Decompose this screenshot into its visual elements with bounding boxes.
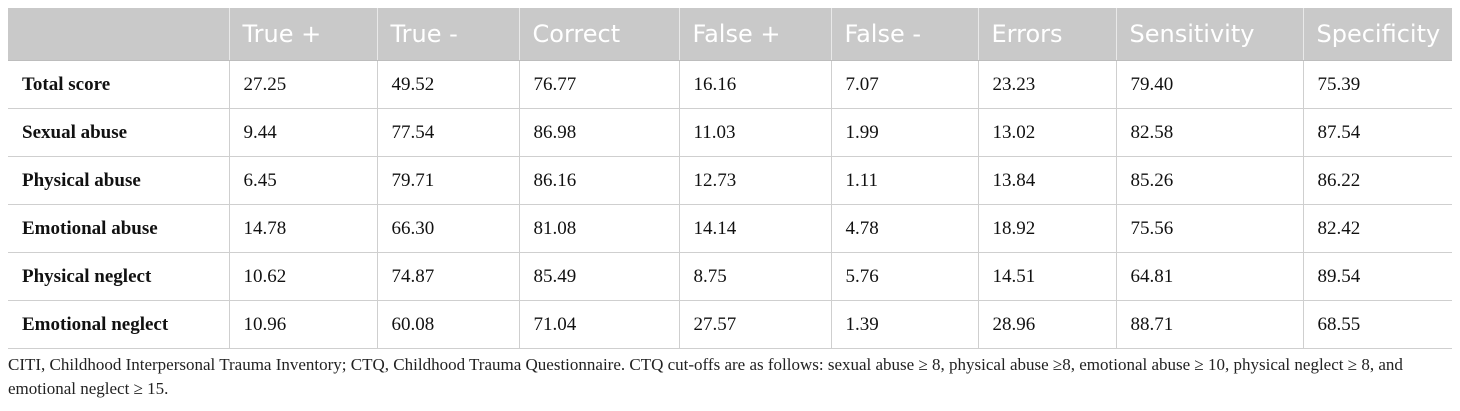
header-cell-true-negative: True -: [376, 8, 519, 61]
table-cell: 66.30: [376, 204, 519, 253]
table-footnote: CITI, Childhood Interpersonal Trauma Inv…: [8, 355, 1403, 398]
header-cell-errors: Errors: [977, 8, 1116, 61]
table-cell: 82.58: [1115, 108, 1303, 157]
table-cell: 6.45: [228, 156, 377, 205]
table-cell: 11.03: [678, 108, 831, 157]
table-cell: 16.16: [678, 60, 831, 109]
row-label: Physical neglect: [8, 252, 229, 301]
table-row: Physical abuse 6.45 79.71 86.16 12.73 1.11 13.…: [8, 156, 1452, 205]
table-container: True + True - Correct False + False - Er…: [8, 8, 1452, 401]
table-cell: 85.49: [518, 252, 679, 301]
table-cell: 64.81: [1115, 252, 1303, 301]
table-cell: 13.84: [977, 156, 1116, 205]
table-cell: 10.96: [228, 300, 377, 349]
header-row: True + True - Correct False + False - Er…: [8, 8, 1452, 61]
row-label: Physical abuse: [8, 156, 229, 205]
table-cell: 79.71: [376, 156, 519, 205]
header-cell-false-positive: False +: [678, 8, 831, 61]
table-cell: 13.02: [977, 108, 1116, 157]
table-cell: 77.54: [376, 108, 519, 157]
table-cell: 14.78: [228, 204, 377, 253]
table-cell: 89.54: [1302, 252, 1452, 301]
row-label: Sexual abuse: [8, 108, 229, 157]
table-cell: 82.42: [1302, 204, 1452, 253]
table-cell: 9.44: [228, 108, 377, 157]
table-cell: 10.62: [228, 252, 377, 301]
table-cell: 86.22: [1302, 156, 1452, 205]
header-cell-specificity: Specificity: [1302, 8, 1452, 61]
table-cell: 1.11: [830, 156, 978, 205]
header-cell-stub: [8, 8, 229, 61]
table-cell: 76.77: [518, 60, 679, 109]
table-cell: 27.25: [228, 60, 377, 109]
row-label: Emotional abuse: [8, 204, 229, 253]
table-cell: 8.75: [678, 252, 831, 301]
table-cell: 85.26: [1115, 156, 1303, 205]
table-cell: 68.55: [1302, 300, 1452, 349]
table-cell: 49.52: [376, 60, 519, 109]
table-cell: 79.40: [1115, 60, 1303, 109]
table-cell: 1.99: [830, 108, 978, 157]
table-cell: 1.39: [830, 300, 978, 349]
header-cell-correct: Correct: [518, 8, 679, 61]
table-cell: 7.07: [830, 60, 978, 109]
table-cell: 81.08: [518, 204, 679, 253]
table-cell: 75.39: [1302, 60, 1452, 109]
header-cell-false-negative: False -: [830, 8, 978, 61]
table-row: Emotional neglect 10.96 60.08 71.04 27.57 1.3…: [8, 300, 1452, 349]
table-cell: 14.51: [977, 252, 1116, 301]
header-cell-true-positive: True +: [228, 8, 377, 61]
table-cell: 18.92: [977, 204, 1116, 253]
table-row: Emotional abuse 14.78 66.30 81.08 14.14 4.78 1…: [8, 204, 1452, 253]
table-row: Sexual abuse 9.44 77.54 86.98 11.03 1.99 13.02…: [8, 108, 1452, 157]
table-cell: 71.04: [518, 300, 679, 349]
row-label: Total score: [8, 60, 229, 109]
table-cell: 27.57: [678, 300, 831, 349]
table-cell: 4.78: [830, 204, 978, 253]
table-body: Total score 27.25 49.52 76.77 16.16 7.07 23.23…: [8, 60, 1452, 349]
table-cell: 86.16: [518, 156, 679, 205]
table-cell: 23.23: [977, 60, 1116, 109]
table-cell: 5.76: [830, 252, 978, 301]
table-cell: 28.96: [977, 300, 1116, 349]
results-table: True + True - Correct False + False - Er…: [8, 8, 1452, 349]
table-cell: 86.98: [518, 108, 679, 157]
table-row: Total score 27.25 49.52 76.77 16.16 7.07 23.23…: [8, 60, 1452, 109]
table-cell: 88.71: [1115, 300, 1303, 349]
row-label: Emotional neglect: [8, 300, 229, 349]
table-cell: 74.87: [376, 252, 519, 301]
table-cell: 12.73: [678, 156, 831, 205]
header-cell-sensitivity: Sensitivity: [1115, 8, 1303, 61]
table-cell: 14.14: [678, 204, 831, 253]
table-row: Physical neglect 10.62 74.87 85.49 8.75 5.76 1…: [8, 252, 1452, 301]
table-cell: 87.54: [1302, 108, 1452, 157]
table-cell: 75.56: [1115, 204, 1303, 253]
table-cell: 60.08: [376, 300, 519, 349]
